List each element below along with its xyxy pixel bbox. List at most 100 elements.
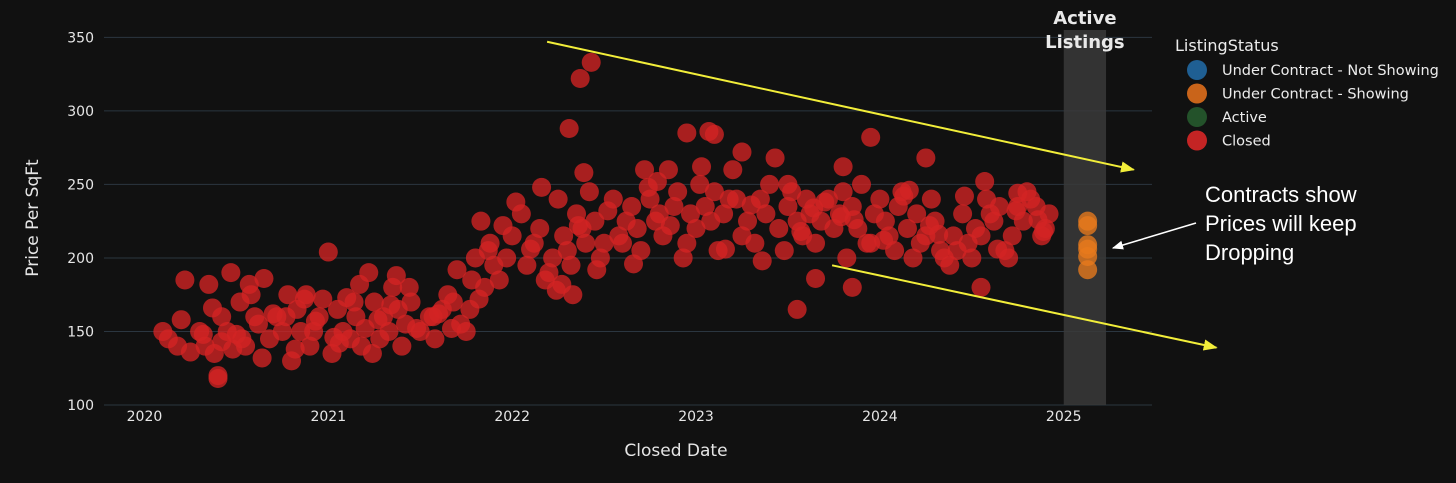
closed-point	[344, 292, 364, 312]
closed-point	[971, 226, 991, 246]
legend[interactable]: ListingStatus Under Contract - Not Showin…	[1175, 36, 1439, 151]
closed-point	[576, 233, 596, 253]
closed-point	[232, 329, 252, 349]
legend-entry-label: Under Contract - Not Showing	[1222, 63, 1439, 79]
trend-arrow-upper	[546, 40, 1135, 173]
closed-point	[241, 285, 261, 305]
y-tick-label: 300	[67, 104, 94, 120]
closed-point	[715, 239, 735, 259]
closed-point	[778, 196, 798, 216]
closed-point	[897, 219, 917, 239]
y-tick-label: 350	[67, 30, 94, 46]
closed-point	[920, 216, 940, 236]
closed-point	[559, 119, 579, 139]
closed-point	[399, 277, 419, 297]
closed-point	[954, 186, 974, 206]
closed-point	[769, 219, 789, 239]
closed-point	[381, 295, 401, 315]
closed-point	[180, 342, 200, 362]
closed-point	[598, 201, 618, 221]
trend-lines	[546, 40, 1218, 351]
legend-entry-label: Closed	[1222, 134, 1271, 150]
closed-point	[726, 189, 746, 209]
closed-point	[425, 329, 445, 349]
closed-point	[552, 274, 572, 294]
closed-point	[221, 263, 241, 283]
closed-point	[837, 248, 857, 268]
annotation-text: Prices will keep	[1205, 211, 1357, 236]
x-tick-label: 2021	[310, 409, 346, 425]
legend-marker	[1187, 83, 1207, 104]
closed-point	[971, 277, 991, 297]
under-contract-showing-point	[1078, 246, 1098, 266]
closed-point	[833, 157, 853, 177]
closed-point	[543, 248, 563, 268]
closed-point	[778, 174, 798, 194]
closed-point	[272, 321, 292, 341]
closed-point	[714, 204, 734, 224]
closed-point	[741, 195, 761, 215]
annotation-arrow	[1111, 222, 1197, 250]
closed-point	[364, 292, 384, 312]
closed-point	[392, 336, 412, 356]
x-axis-title: Closed Date	[624, 441, 727, 461]
closed-point	[752, 251, 772, 271]
under-contract-showing-point	[1078, 216, 1098, 236]
closed-point	[530, 219, 550, 239]
closed-point	[738, 211, 758, 231]
closed-point	[690, 174, 710, 194]
y-tick-label: 150	[67, 324, 94, 340]
closed-point	[745, 233, 765, 253]
x-tick-label: 2020	[127, 409, 163, 425]
closed-point	[318, 242, 338, 262]
closed-point	[612, 233, 632, 253]
closed-point	[350, 274, 370, 294]
axes: 100 150 200 250 300 350 2020 2021 2022 2023 2024 20…	[23, 30, 1082, 461]
closed-point	[947, 241, 967, 261]
closed-point	[916, 148, 936, 168]
y-tick-label: 200	[67, 251, 94, 267]
closed-point	[686, 219, 706, 239]
closed-point	[587, 260, 607, 280]
y-tick-label: 100	[67, 398, 94, 414]
closed-point	[943, 226, 963, 246]
closed-point	[989, 196, 1009, 216]
closed-point	[624, 254, 644, 274]
closed-point	[539, 263, 559, 283]
closed-point	[921, 189, 941, 209]
closed-point	[861, 233, 881, 253]
legend-entry-label: Active	[1222, 110, 1267, 126]
trend-arrow-lower	[831, 264, 1218, 351]
closed-point	[831, 207, 851, 227]
closed-point	[627, 219, 647, 239]
closed-point	[368, 310, 388, 330]
closed-point	[532, 177, 552, 197]
closed-point	[774, 241, 794, 261]
closed-point	[175, 270, 195, 290]
closed-point	[407, 319, 427, 339]
closed-point	[1008, 183, 1028, 203]
closed-point	[940, 255, 960, 275]
closed-point	[294, 289, 314, 309]
closed-point	[723, 160, 743, 180]
closed-point	[804, 198, 824, 218]
closed-point	[870, 189, 890, 209]
closed-point	[585, 211, 605, 231]
closed-point	[568, 216, 588, 236]
closed-point	[497, 248, 517, 268]
legend-marker	[1187, 60, 1207, 80]
closed-point	[842, 277, 862, 297]
closed-point	[441, 319, 461, 339]
closed-point	[193, 324, 213, 344]
x-tick-label: 2025	[1046, 409, 1082, 425]
closed-point	[285, 339, 305, 359]
closed-point	[1034, 221, 1054, 241]
closed-point	[199, 274, 219, 294]
legend-entry-label: Under Contract - Showing	[1222, 87, 1409, 103]
x-tick-label: 2022	[494, 409, 530, 425]
closed-point	[506, 192, 526, 212]
closed-point	[647, 171, 667, 191]
closed-point	[861, 127, 881, 147]
closed-point	[677, 123, 697, 143]
